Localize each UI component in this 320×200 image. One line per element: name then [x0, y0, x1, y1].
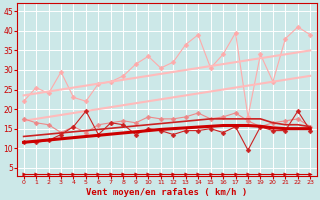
X-axis label: Vent moyen/en rafales ( km/h ): Vent moyen/en rafales ( km/h ): [86, 188, 248, 197]
